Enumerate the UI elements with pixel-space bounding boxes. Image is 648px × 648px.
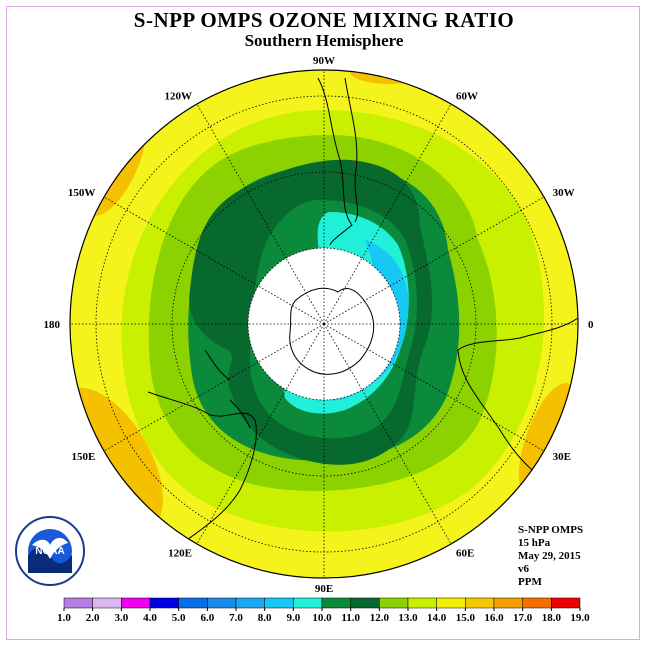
map-title: S-NPP OMPS OZONE MIXING RATIO <box>133 8 515 32</box>
colorbar-swatch <box>407 597 437 609</box>
longitude-label: 30E <box>553 451 571 463</box>
meridian-line <box>361 389 452 545</box>
colorbar-tick-label: 11.0 <box>341 612 360 624</box>
info-level: 15 hPa <box>518 537 551 549</box>
meridian-line <box>361 103 452 259</box>
colorbar-tick-label: 1.0 <box>57 612 71 624</box>
colorbar-swatch <box>293 597 323 609</box>
meridian-line <box>103 361 259 452</box>
colorbar-swatch <box>379 597 409 609</box>
colorbar-tick-label: 6.0 <box>200 612 214 624</box>
longitude-label: 120E <box>168 548 192 560</box>
colorbar-tick-label: 9.0 <box>286 612 300 624</box>
map-subtitle: Southern Hemisphere <box>244 31 404 50</box>
meridian-line-inner <box>323 323 363 391</box>
colorbar-tick-label: 19.0 <box>570 612 590 624</box>
logo-text: NOAA <box>35 546 64 557</box>
colorbar-tick-label: 18.0 <box>542 612 562 624</box>
colorbar-swatch <box>321 597 351 609</box>
colorbar-tick-label: 15.0 <box>456 612 476 624</box>
longitude-label: 90W <box>313 55 335 67</box>
info-instrument: S-NPP OMPS <box>518 524 584 536</box>
colorbar-tick-label: 14.0 <box>427 612 447 624</box>
meridian-line <box>389 361 545 452</box>
meridian-line-inner <box>285 323 325 391</box>
meridian-line-inner <box>257 285 325 325</box>
colorbar-tick-label: 3.0 <box>114 612 128 624</box>
meridian-line-inner <box>323 285 391 325</box>
longitude-label: 150W <box>68 187 96 199</box>
parallel-mid <box>171 171 477 477</box>
colorbar-tick-label: 12.0 <box>370 612 390 624</box>
colorbar-swatch <box>63 597 93 609</box>
longitude-label: 30W <box>553 187 575 199</box>
meridian-line <box>103 196 259 287</box>
meridian-line-inner <box>323 323 391 363</box>
longitude-label: 60E <box>456 548 474 560</box>
meridian-line <box>389 196 545 287</box>
colorbar-swatch <box>522 597 552 609</box>
info-block: S-NPP OMPS 15 hPa May 29, 2015 v6 PPM <box>518 524 583 589</box>
colorbar-swatch <box>465 597 495 609</box>
noaa-logo: NOAA <box>15 516 85 586</box>
colorbar-swatch <box>493 597 523 609</box>
meridian-line-inner <box>323 257 363 325</box>
colorbar-tick-label: 4.0 <box>143 612 157 624</box>
colorbar-tick-label: 17.0 <box>513 612 533 624</box>
colorbar-tick-label: 10.0 <box>312 612 332 624</box>
coast-new-zealand-south <box>229 399 251 429</box>
colorbar-tick-label: 2.0 <box>86 612 100 624</box>
longitude-label: 90E <box>315 583 333 595</box>
colorbar-swatch <box>264 597 294 609</box>
longitude-label: 180 <box>44 319 61 331</box>
coast-south-america <box>317 77 353 246</box>
longitude-label: 60W <box>456 90 478 102</box>
colorbar-tick-label: 13.0 <box>398 612 418 624</box>
meridian-line-inner <box>285 257 325 325</box>
info-units: PPM <box>518 576 542 588</box>
colorbar-swatch <box>178 597 208 609</box>
colorbar-swatch <box>436 597 466 609</box>
colorbar-swatch <box>551 597 581 609</box>
coast-antarctica-cap <box>289 287 375 375</box>
antarctica-outline <box>289 287 375 375</box>
meridian-line <box>196 389 287 545</box>
longitude-labels: 90W 60W 30W 0 30E 60E 90E 120E 150E 180 150W 120W <box>44 55 595 595</box>
info-date: May 29, 2015 <box>518 550 581 562</box>
longitude-label: 120W <box>165 90 193 102</box>
colorbar-swatch <box>207 597 237 609</box>
meridian-line-inner <box>257 323 325 363</box>
meridian-line <box>196 103 287 259</box>
longitude-label: 0 <box>588 319 594 331</box>
graticule <box>70 70 578 578</box>
coast-south-america-east <box>344 77 359 223</box>
colorbar-tick-label: 5.0 <box>172 612 186 624</box>
colorbar-tick-label: 8.0 <box>258 612 272 624</box>
colorbar-tick-label: 7.0 <box>229 612 243 624</box>
colorbar-swatch <box>149 597 179 609</box>
colorbar-tick-label: 16.0 <box>484 612 504 624</box>
info-version: v6 <box>518 563 529 575</box>
coast-new-zealand <box>204 349 231 381</box>
figure-frame <box>6 6 640 640</box>
colorbar-swatch <box>92 597 122 609</box>
colorbar-swatch <box>350 597 380 609</box>
coast-africa <box>457 317 578 481</box>
longitude-label: 150E <box>72 451 96 463</box>
colorbar-swatch <box>235 597 265 609</box>
colorbar-swatch <box>121 597 151 609</box>
globe-border <box>69 69 579 579</box>
